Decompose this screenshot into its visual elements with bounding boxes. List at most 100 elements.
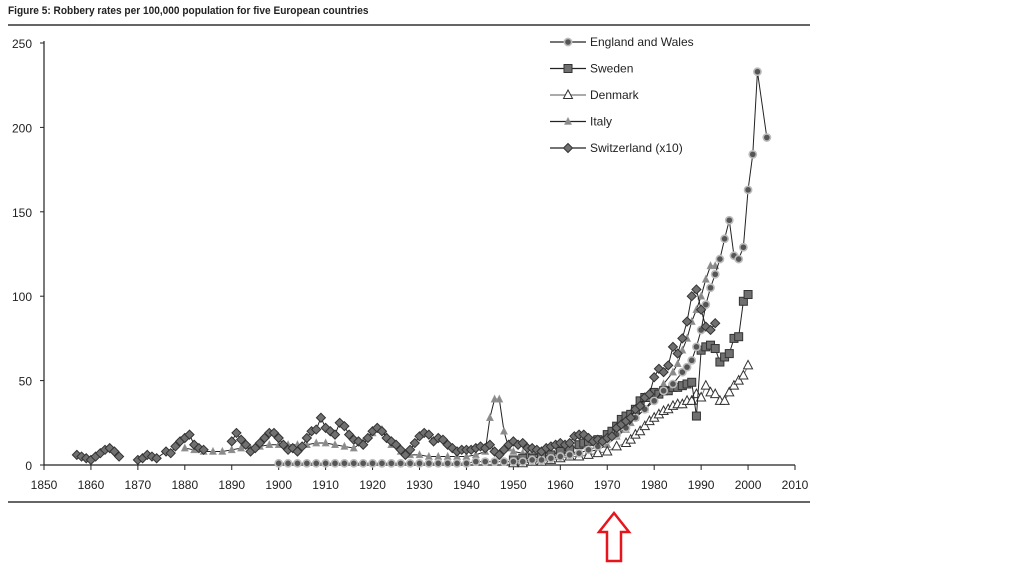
legend-item: Denmark (550, 88, 640, 102)
data-point-switzerland-x10 (113, 451, 125, 462)
data-point-denmark (733, 374, 745, 385)
data-point-switzerland-x10 (404, 444, 416, 456)
legend-marker-icon (563, 64, 573, 73)
data-point-sweden (710, 344, 720, 354)
data-point-england-and-wales (518, 457, 528, 467)
data-point-sweden (715, 357, 725, 367)
data-point-switzerland-x10 (695, 304, 707, 315)
data-point-italy (218, 446, 227, 455)
data-point-england-and-wales (724, 215, 734, 225)
data-point-denmark (634, 425, 646, 436)
data-point-switzerland-x10 (259, 432, 270, 444)
data-point-england-and-wales (706, 283, 715, 293)
data-point-switzerland-x10 (151, 453, 162, 464)
data-point-england-and-wales (692, 342, 701, 352)
x-tick-label: 1900 (265, 478, 292, 492)
data-point-switzerland-x10 (672, 348, 683, 359)
data-point-switzerland-x10 (231, 427, 242, 439)
data-point-england-and-wales (574, 448, 584, 458)
data-point-italy (495, 394, 504, 403)
data-point-italy (697, 291, 706, 300)
chart-title: Figure 5: Robbery rates per 100,000 popu… (8, 5, 369, 17)
data-point-england-and-wales (480, 457, 490, 467)
data-point-italy (237, 443, 246, 452)
data-point-switzerland-x10 (357, 439, 369, 450)
data-point-switzerland-x10 (705, 324, 716, 336)
data-point-england-and-wales (537, 455, 546, 465)
data-point-switzerland-x10 (292, 446, 303, 457)
data-point-england-and-wales (668, 379, 678, 389)
data-point-italy (265, 440, 274, 449)
data-point-italy (180, 443, 189, 452)
data-point-italy (340, 441, 349, 450)
data-point-denmark (625, 433, 637, 444)
data-point-switzerland-x10 (109, 446, 120, 457)
data-point-england-and-wales (386, 458, 396, 468)
data-point-england-and-wales (565, 450, 575, 460)
data-point-denmark (723, 386, 735, 397)
data-point-denmark (611, 440, 622, 451)
data-point-england-and-wales (311, 458, 321, 468)
data-point-england-and-wales (753, 67, 762, 77)
legend-label: Denmark (590, 88, 640, 102)
data-point-switzerland-x10 (315, 412, 327, 423)
data-point-sweden (691, 411, 701, 421)
data-point-england-and-wales (283, 458, 293, 468)
data-point-england-and-wales (415, 458, 424, 468)
data-point-denmark (719, 394, 730, 405)
data-point-italy (701, 274, 710, 283)
data-point-england-and-wales (508, 457, 518, 467)
data-point-switzerland-x10 (329, 429, 341, 440)
data-point-italy (227, 445, 236, 454)
data-point-italy (485, 413, 494, 422)
data-point-england-and-wales (748, 150, 758, 159)
data-point-england-and-wales (710, 269, 720, 279)
x-tick-label: 1870 (125, 478, 152, 492)
data-point-switzerland-x10 (165, 447, 176, 459)
data-point-england-and-wales (687, 355, 697, 365)
data-point-england-and-wales (682, 362, 692, 372)
x-tick-label: 1990 (688, 478, 715, 492)
data-point-switzerland-x10 (273, 432, 284, 444)
data-point-denmark (592, 447, 604, 458)
data-point-switzerland-x10 (625, 412, 636, 423)
x-tick-label: 1890 (218, 478, 245, 492)
data-point-sweden (738, 296, 748, 306)
data-point-switzerland-x10 (376, 426, 388, 437)
data-point-switzerland-x10 (644, 388, 655, 400)
data-point-italy (415, 450, 424, 459)
legend-item: Sweden (550, 62, 633, 76)
data-point-england-and-wales (330, 458, 340, 468)
legend-item: Switzerland (x10) (550, 141, 683, 155)
legend-marker-icon (562, 142, 574, 154)
data-point-switzerland-x10 (498, 444, 510, 456)
legend-marker-icon (564, 116, 572, 125)
data-point-italy (500, 426, 508, 435)
legend-item: England and Wales (550, 35, 694, 49)
data-point-england-and-wales (368, 458, 377, 468)
data-point-sweden (724, 349, 734, 359)
data-point-england-and-wales (738, 242, 748, 252)
x-tick-label: 1980 (641, 478, 668, 492)
data-point-denmark (695, 391, 707, 402)
data-point-switzerland-x10 (343, 429, 355, 440)
x-tick-label: 1920 (359, 478, 386, 492)
x-tick-label: 2000 (735, 478, 762, 492)
data-point-england-and-wales (377, 458, 387, 468)
y-tick-label: 50 (19, 375, 33, 389)
data-point-italy (349, 443, 358, 452)
data-point-england-and-wales (471, 457, 481, 467)
data-point-england-and-wales (339, 458, 349, 468)
data-point-switzerland-x10 (681, 316, 693, 327)
data-point-switzerland-x10 (423, 429, 435, 440)
data-point-switzerland-x10 (686, 290, 697, 302)
data-point-italy (312, 438, 321, 447)
red-arrow-icon (596, 510, 632, 563)
data-point-england-and-wales (734, 254, 744, 264)
data-point-switzerland-x10 (278, 439, 289, 450)
data-point-england-and-wales (302, 458, 312, 468)
data-point-england-and-wales (555, 452, 565, 461)
data-point-italy (509, 446, 518, 455)
y-tick-label: 150 (12, 206, 32, 220)
